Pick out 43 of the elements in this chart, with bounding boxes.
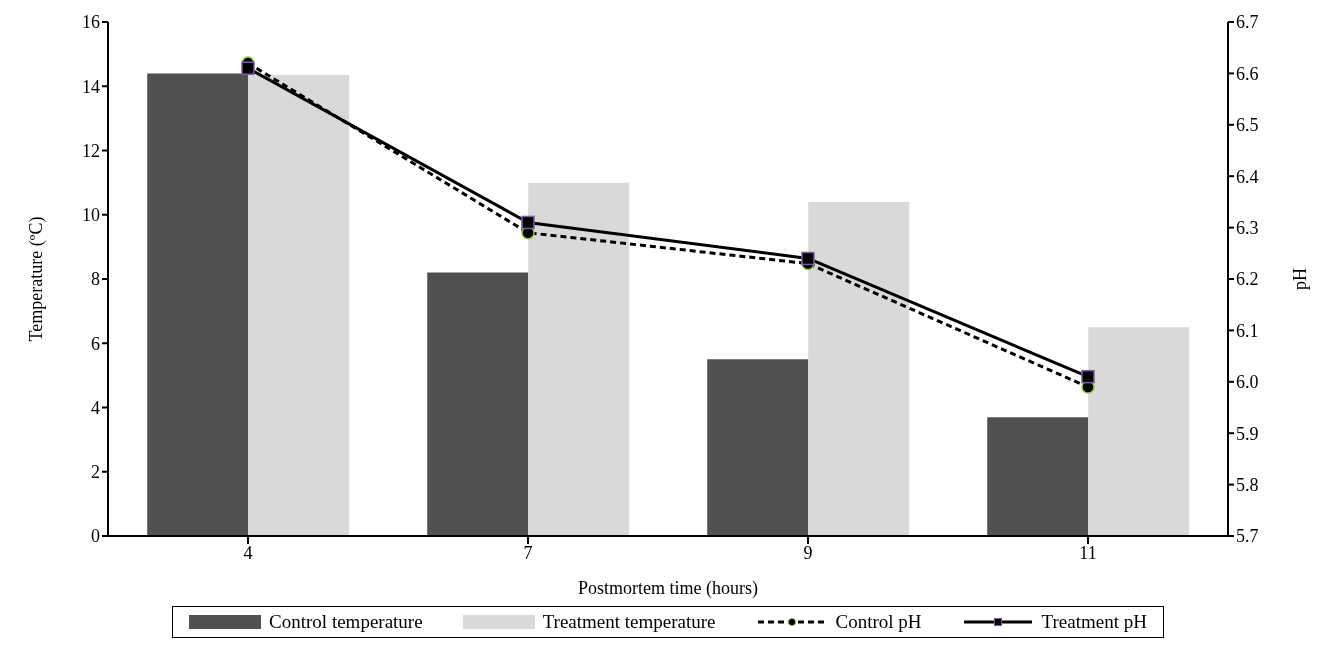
y2-tick-label: 6.2 [1236,269,1259,290]
legend-label: Control pH [835,611,922,633]
y-tick-label: 10 [82,205,100,226]
y-tick-label: 14 [82,76,100,97]
y2-tick-label: 6.7 [1236,12,1259,33]
y-tick-label: 8 [91,269,100,290]
legend-label: Treatment temperature [542,611,716,633]
y-tick-label: 2 [91,462,100,483]
bar [707,359,809,536]
y2-tick-label: 6.1 [1236,320,1259,341]
y2-axis-title: pH [1290,268,1311,290]
legend-label: Treatment pH [1041,611,1147,633]
bar [528,182,630,536]
point [241,61,255,76]
y-tick-label: 16 [82,12,100,33]
bar [808,201,910,536]
point [521,215,535,230]
x-tick-label: 4 [243,542,253,563]
bar [248,75,350,536]
y2-tick-label: 5.8 [1236,474,1259,495]
bar [147,73,249,536]
y-tick-label: 4 [91,397,100,418]
y2-tick-label: 6.4 [1236,166,1259,187]
legend-label: Control temperature [269,611,423,633]
point [1081,369,1095,384]
y2-tick-label: 6.5 [1236,115,1259,136]
bar [1088,327,1190,536]
y2-tick-label: 6.6 [1236,63,1259,84]
y-tick-label: 12 [82,140,100,161]
x-axis-title: Postmortem time (hours) [578,578,758,599]
x-tick-label: 11 [1079,542,1097,563]
x-tick-label: 9 [803,542,813,563]
x-tick-label: 7 [523,542,533,563]
bar [987,417,1089,536]
point [801,251,815,266]
y2-tick-label: 6.0 [1236,372,1259,393]
bar [427,272,529,536]
y-axis-title: Temperature (ºC) [26,216,48,342]
y2-tick-label: 5.7 [1236,526,1259,547]
y-tick-label: 6 [91,333,100,354]
y2-tick-label: 5.9 [1236,423,1259,444]
y2-tick-label: 6.3 [1236,217,1259,238]
y-tick-label: 0 [91,526,100,547]
